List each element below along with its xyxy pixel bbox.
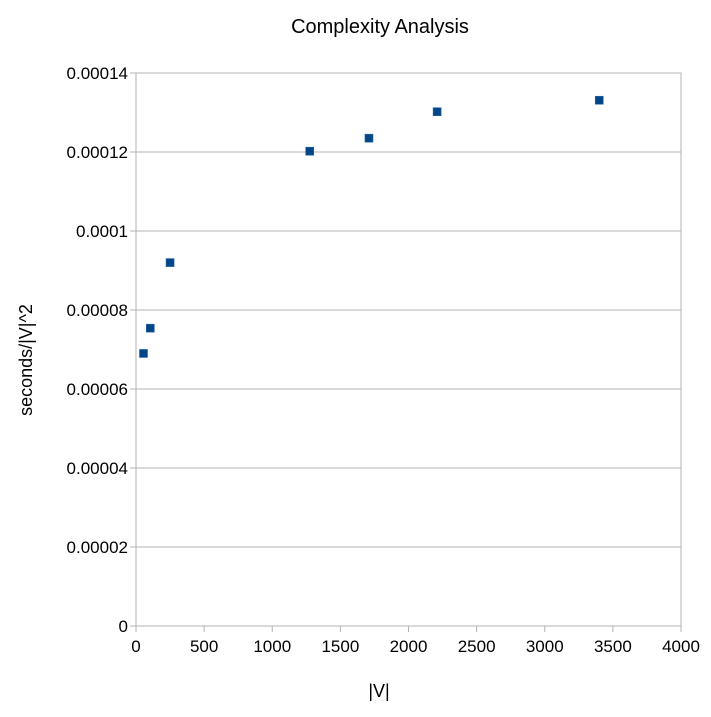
chart-title: Complexity Analysis [291,16,469,38]
x-axis-tick-labels: 0 500 1000 1500 2000 2500 3000 3500 4000 [131,637,700,656]
data-point [139,349,148,358]
x-tick-label: 3500 [594,637,632,656]
x-axis-label: |V| [368,681,389,701]
x-tick-label: 1500 [321,637,359,656]
y-tick-label: 0.00012 [67,143,128,162]
axis-ticks [130,72,682,632]
x-tick-label: 2500 [458,637,496,656]
data-point [364,133,374,143]
x-tick-label: 1000 [253,637,291,656]
y-axis-label: seconds/|V|^2 [16,304,36,416]
data-point [594,95,604,105]
y-tick-label: 0.00008 [67,301,128,320]
data-point [432,107,442,117]
data-point [165,258,175,267]
plot-area-frame [135,72,682,627]
y-tick-label: 0.00006 [67,380,128,399]
x-tick-label: 3000 [526,637,564,656]
y-tick-label: 0.00004 [67,459,128,478]
y-tick-label: 0 [119,617,128,636]
grid-lines [136,72,681,627]
data-point [305,146,315,156]
x-tick-label: 500 [190,637,218,656]
y-tick-label: 0.00014 [67,64,128,83]
y-axis-tick-labels: 0 0.00002 0.00004 0.00006 0.00008 0.0001 0.000… [67,64,128,636]
data-points [139,95,604,358]
data-point [146,323,155,333]
y-tick-label: 0.0001 [76,222,128,241]
x-tick-label: 0 [131,637,140,656]
x-tick-label: 4000 [662,637,700,656]
y-tick-label: 0.00002 [67,538,128,557]
x-tick-label: 2000 [390,637,428,656]
